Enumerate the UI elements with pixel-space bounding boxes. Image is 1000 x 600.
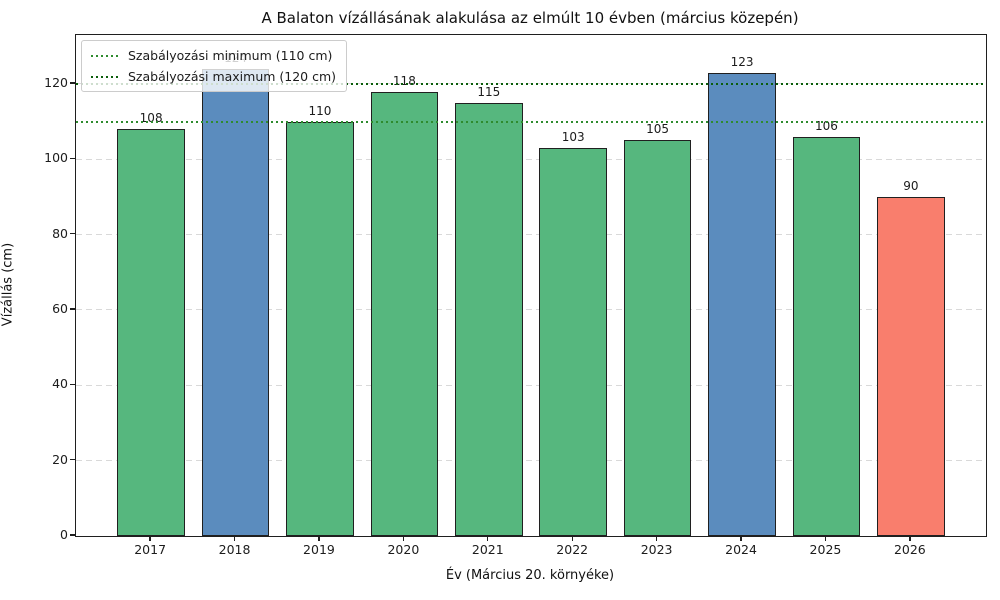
x-tick-label: 2017 <box>134 542 167 557</box>
x-axis-label: Év (Március 20. környéke) <box>445 568 615 583</box>
y-tick-mark <box>70 458 75 461</box>
x-tick-label: 2021 <box>471 542 504 557</box>
legend-entry-min: Szabályozási minimum (110 cm) <box>91 48 336 63</box>
plot-area: 10812411011811510310512310690 <box>75 34 987 537</box>
x-tick-mark <box>402 536 405 541</box>
gridline <box>76 309 986 311</box>
y-tick-label: 0 <box>60 527 68 542</box>
x-tick-mark <box>487 536 489 541</box>
bar <box>792 136 861 536</box>
y-tick-label: 60 <box>52 300 68 316</box>
y-tick-label: 40 <box>52 376 68 392</box>
legend-entry-max: Szabályozási maximum (120 cm) <box>91 69 336 84</box>
legend-label-max: Szabályozási maximum (120 cm) <box>128 69 337 84</box>
y-tick-label: 80 <box>52 225 68 241</box>
x-tick-label: 2019 <box>303 542 335 557</box>
gridline <box>76 234 986 236</box>
x-tick-mark <box>740 536 742 541</box>
x-tick-label: 2026 <box>893 542 926 557</box>
dotted-line-swatch-min <box>91 54 119 57</box>
x-tick-label: 2024 <box>725 542 757 557</box>
bar-value-label: 105 <box>646 122 670 137</box>
x-tick-label: 2018 <box>218 542 251 557</box>
x-tick-mark <box>318 536 320 541</box>
bar-value-label: 108 <box>139 111 163 126</box>
gridline <box>76 158 986 160</box>
y-tick-label: 120 <box>44 74 68 90</box>
y-tick-mark <box>70 534 75 536</box>
bar <box>286 121 354 536</box>
y-tick-label: 100 <box>44 150 68 166</box>
x-tick-label: 2020 <box>387 542 420 557</box>
x-tick-label: 2025 <box>809 542 842 557</box>
bar-value-label: 115 <box>477 84 501 99</box>
y-tick-label: 20 <box>52 451 68 467</box>
plot-inner: 10812411011811510310512310690 <box>76 35 986 536</box>
x-tick-mark <box>909 536 911 541</box>
bar <box>201 68 270 536</box>
x-tick-mark <box>571 536 573 541</box>
bar <box>623 140 692 536</box>
gridline <box>76 384 986 386</box>
dotted-line-swatch-max <box>91 75 119 78</box>
y-tick-mark <box>70 383 75 385</box>
x-tick-mark <box>824 536 827 541</box>
x-tick-mark <box>655 536 658 541</box>
bar-value-label: 118 <box>392 73 416 88</box>
reference-line-max <box>76 82 986 85</box>
bar-value-label: 110 <box>308 103 332 118</box>
bar-value-label: 103 <box>561 130 585 144</box>
bar <box>877 196 945 536</box>
bar-value-label: 90 <box>903 178 919 193</box>
bar-value-label: 123 <box>730 54 754 69</box>
bar <box>539 148 607 536</box>
reference-line-min <box>76 120 986 123</box>
x-tick-mark <box>233 536 236 541</box>
x-tick-label: 2022 <box>556 542 589 557</box>
y-tick-mark <box>70 157 75 159</box>
bar <box>455 102 523 536</box>
x-tick-mark <box>149 536 151 541</box>
bar <box>117 129 185 536</box>
y-tick-mark <box>70 308 75 310</box>
legend-label-min: Szabályozási minimum (110 cm) <box>128 48 333 63</box>
y-tick-mark <box>70 82 75 84</box>
gridline <box>76 460 986 462</box>
chart-title: A Balaton vízállásának alakulása az elmú… <box>261 9 799 27</box>
bar <box>370 91 439 536</box>
y-tick-mark <box>70 232 75 235</box>
x-tick-label: 2023 <box>640 542 673 557</box>
legend: Szabályozási minimum (110 cm) Szabályozá… <box>81 40 348 92</box>
bar <box>708 72 776 536</box>
